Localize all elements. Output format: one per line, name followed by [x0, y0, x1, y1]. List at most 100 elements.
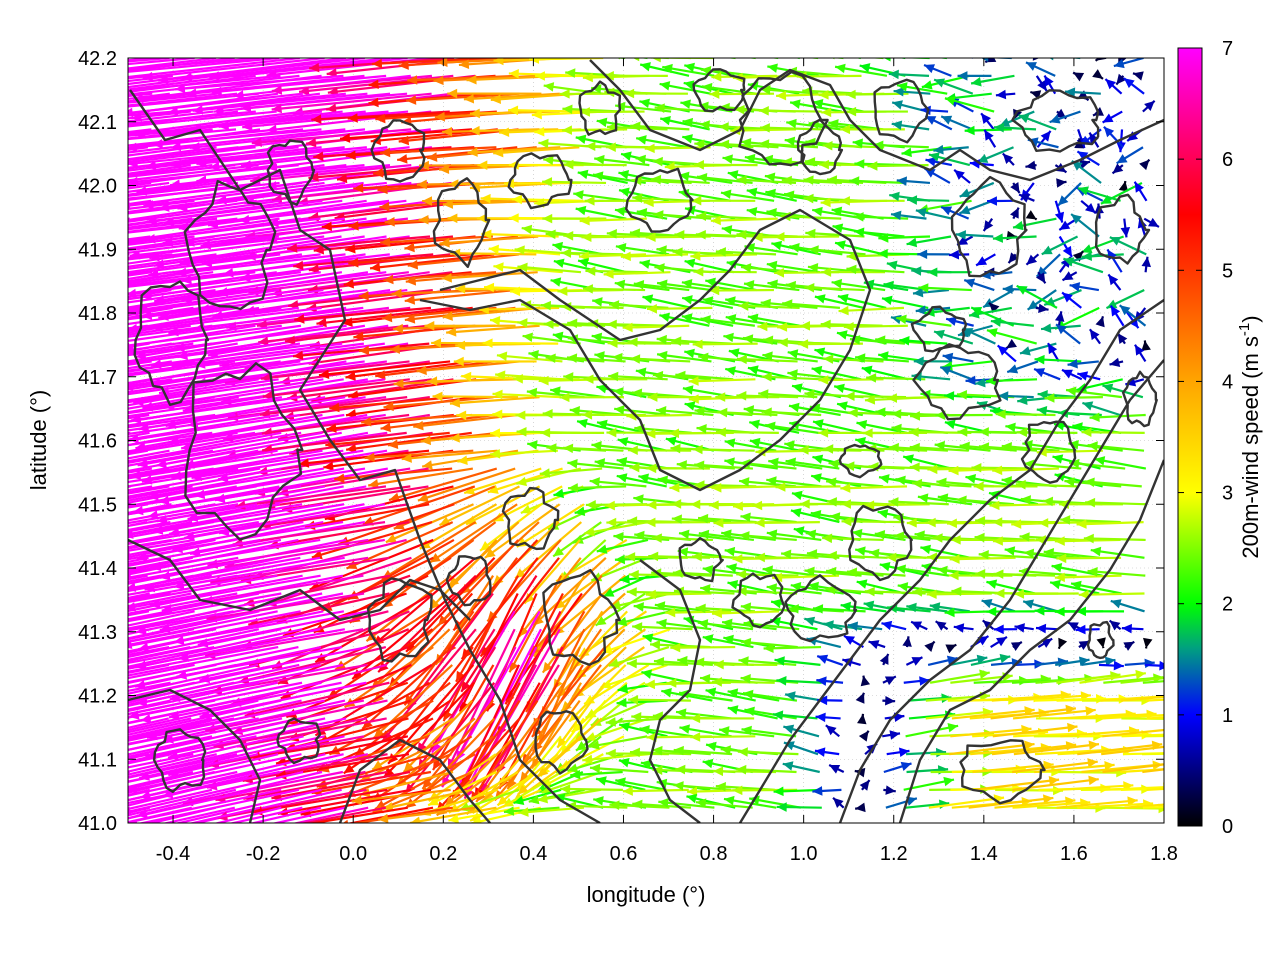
wind-arrow-head	[1108, 274, 1119, 286]
wind-arrow	[535, 71, 606, 81]
wind-arrow	[990, 317, 1034, 327]
wind-arrow-head	[736, 229, 747, 240]
wind-arrow-shaft	[240, 92, 408, 110]
wind-arrow-head	[1073, 72, 1085, 82]
wind-arrow-head	[482, 338, 493, 348]
wind-arrow-shaft	[488, 247, 561, 256]
wind-arrow	[318, 360, 451, 379]
wind-arrow	[1104, 78, 1123, 95]
wind-arrow-head	[653, 210, 664, 220]
wind-arrow-head	[404, 242, 415, 253]
wind-arrow-shaft	[0, 76, 126, 95]
wind-arrow-shaft	[128, 306, 260, 331]
wind-arrow-shaft	[867, 58, 884, 60]
wind-arrow	[128, 146, 192, 157]
wind-arrow	[128, 164, 191, 175]
wind-arrow-head	[463, 93, 475, 104]
wind-arrow-head	[575, 205, 587, 216]
wind-arrow-head	[61, 178, 71, 188]
wind-arrow-head	[893, 86, 904, 97]
wind-arrow-shaft	[128, 324, 213, 338]
wind-arrow-head	[722, 154, 733, 164]
wind-arrow-head	[927, 267, 938, 278]
wind-arrow-head	[1095, 316, 1105, 328]
wind-arrow-head	[542, 213, 553, 224]
wind-arrow	[575, 205, 627, 220]
wind-arrow-head	[458, 59, 470, 70]
wind-arrow-head	[584, 196, 595, 206]
wind-arrow-head	[316, 317, 327, 328]
wind-arrow-shaft	[128, 235, 215, 250]
wind-arrow-head	[700, 315, 711, 325]
wind-arrow-head	[954, 169, 965, 180]
wind-arrow	[659, 312, 710, 327]
wind-arrow-head	[738, 301, 749, 311]
wind-arrow	[128, 271, 171, 281]
wind-arrow-head	[659, 81, 671, 91]
wind-arrow	[988, 301, 1000, 314]
wind-arrow-head	[849, 335, 861, 345]
wind-arrow-head	[105, 87, 115, 97]
wind-arrow-head	[62, 619, 73, 628]
wind-arrow-head	[928, 152, 940, 162]
wind-arrow-head	[709, 89, 720, 99]
wind-arrow	[888, 69, 930, 80]
wind-arrow-shaft	[128, 146, 256, 164]
wind-arrow-head	[976, 256, 988, 266]
wind-arrow-head	[106, 673, 117, 682]
wind-arrow-shaft	[128, 253, 217, 268]
wind-arrow	[128, 271, 214, 285]
wind-arrow-head	[117, 662, 128, 671]
wind-arrow-head	[886, 260, 898, 271]
wind-arrow-shaft	[128, 610, 150, 617]
wind-arrow-head	[651, 58, 661, 63]
wind-arrow-head	[7, 607, 18, 616]
wind-arrow-head	[846, 106, 857, 117]
wind-arrow-head	[78, 200, 88, 209]
wind-arrow-shaft	[128, 342, 150, 349]
wind-arrow-head	[6, 275, 16, 284]
wind-arrow-shaft	[715, 250, 777, 256]
wind-arrow-shaft	[311, 110, 450, 121]
wind-arrow-head	[787, 48, 797, 58]
wind-arrow	[758, 106, 822, 116]
wind-arrow-head	[543, 82, 555, 92]
wind-arrow-head	[635, 154, 646, 165]
wind-arrow-head	[1044, 75, 1054, 87]
wind-arrow-head	[62, 271, 72, 280]
wind-arrow-shaft	[128, 199, 257, 222]
wind-arrow-shaft	[606, 323, 669, 327]
wind-arrow-head	[6, 203, 16, 212]
wind-arrow-head	[632, 58, 640, 62]
wind-arrow-head	[313, 151, 324, 162]
wind-arrow-head	[1120, 227, 1131, 238]
wind-arrow-head	[175, 83, 186, 94]
wind-arrow	[128, 451, 129, 452]
wind-arrow-head	[146, 215, 158, 226]
wind-arrow-head	[592, 171, 604, 181]
wind-arrow-head	[105, 600, 116, 609]
wind-arrow	[1056, 178, 1067, 188]
wind-arrow-head	[540, 300, 552, 311]
wind-arrow-shaft	[128, 271, 256, 288]
wind-arrow-shaft	[258, 324, 409, 344]
wind-arrow-head	[565, 68, 576, 78]
wind-arrow-head	[100, 329, 110, 338]
wind-arrow-head	[318, 369, 330, 379]
wind-arrow	[1049, 58, 1081, 61]
wind-arrow	[645, 232, 711, 242]
wind-arrow-head	[831, 278, 843, 289]
wind-arrow	[782, 299, 841, 309]
wind-arrow-head	[431, 338, 442, 348]
wind-arrow-head	[0, 163, 2, 173]
wind-arrow-head	[1040, 130, 1051, 142]
wind-arrow-shaft	[770, 58, 779, 60]
wind-arrow-head	[1025, 210, 1037, 220]
wind-arrow-head	[377, 184, 388, 195]
wind-arrow-head	[989, 302, 1000, 314]
wind-arrow-head	[1134, 181, 1144, 193]
wind-arrow-head	[59, 162, 69, 172]
wind-arrow-shaft	[271, 92, 432, 111]
wind-arrow-head	[783, 190, 795, 200]
wind-arrow-shaft	[128, 181, 170, 190]
